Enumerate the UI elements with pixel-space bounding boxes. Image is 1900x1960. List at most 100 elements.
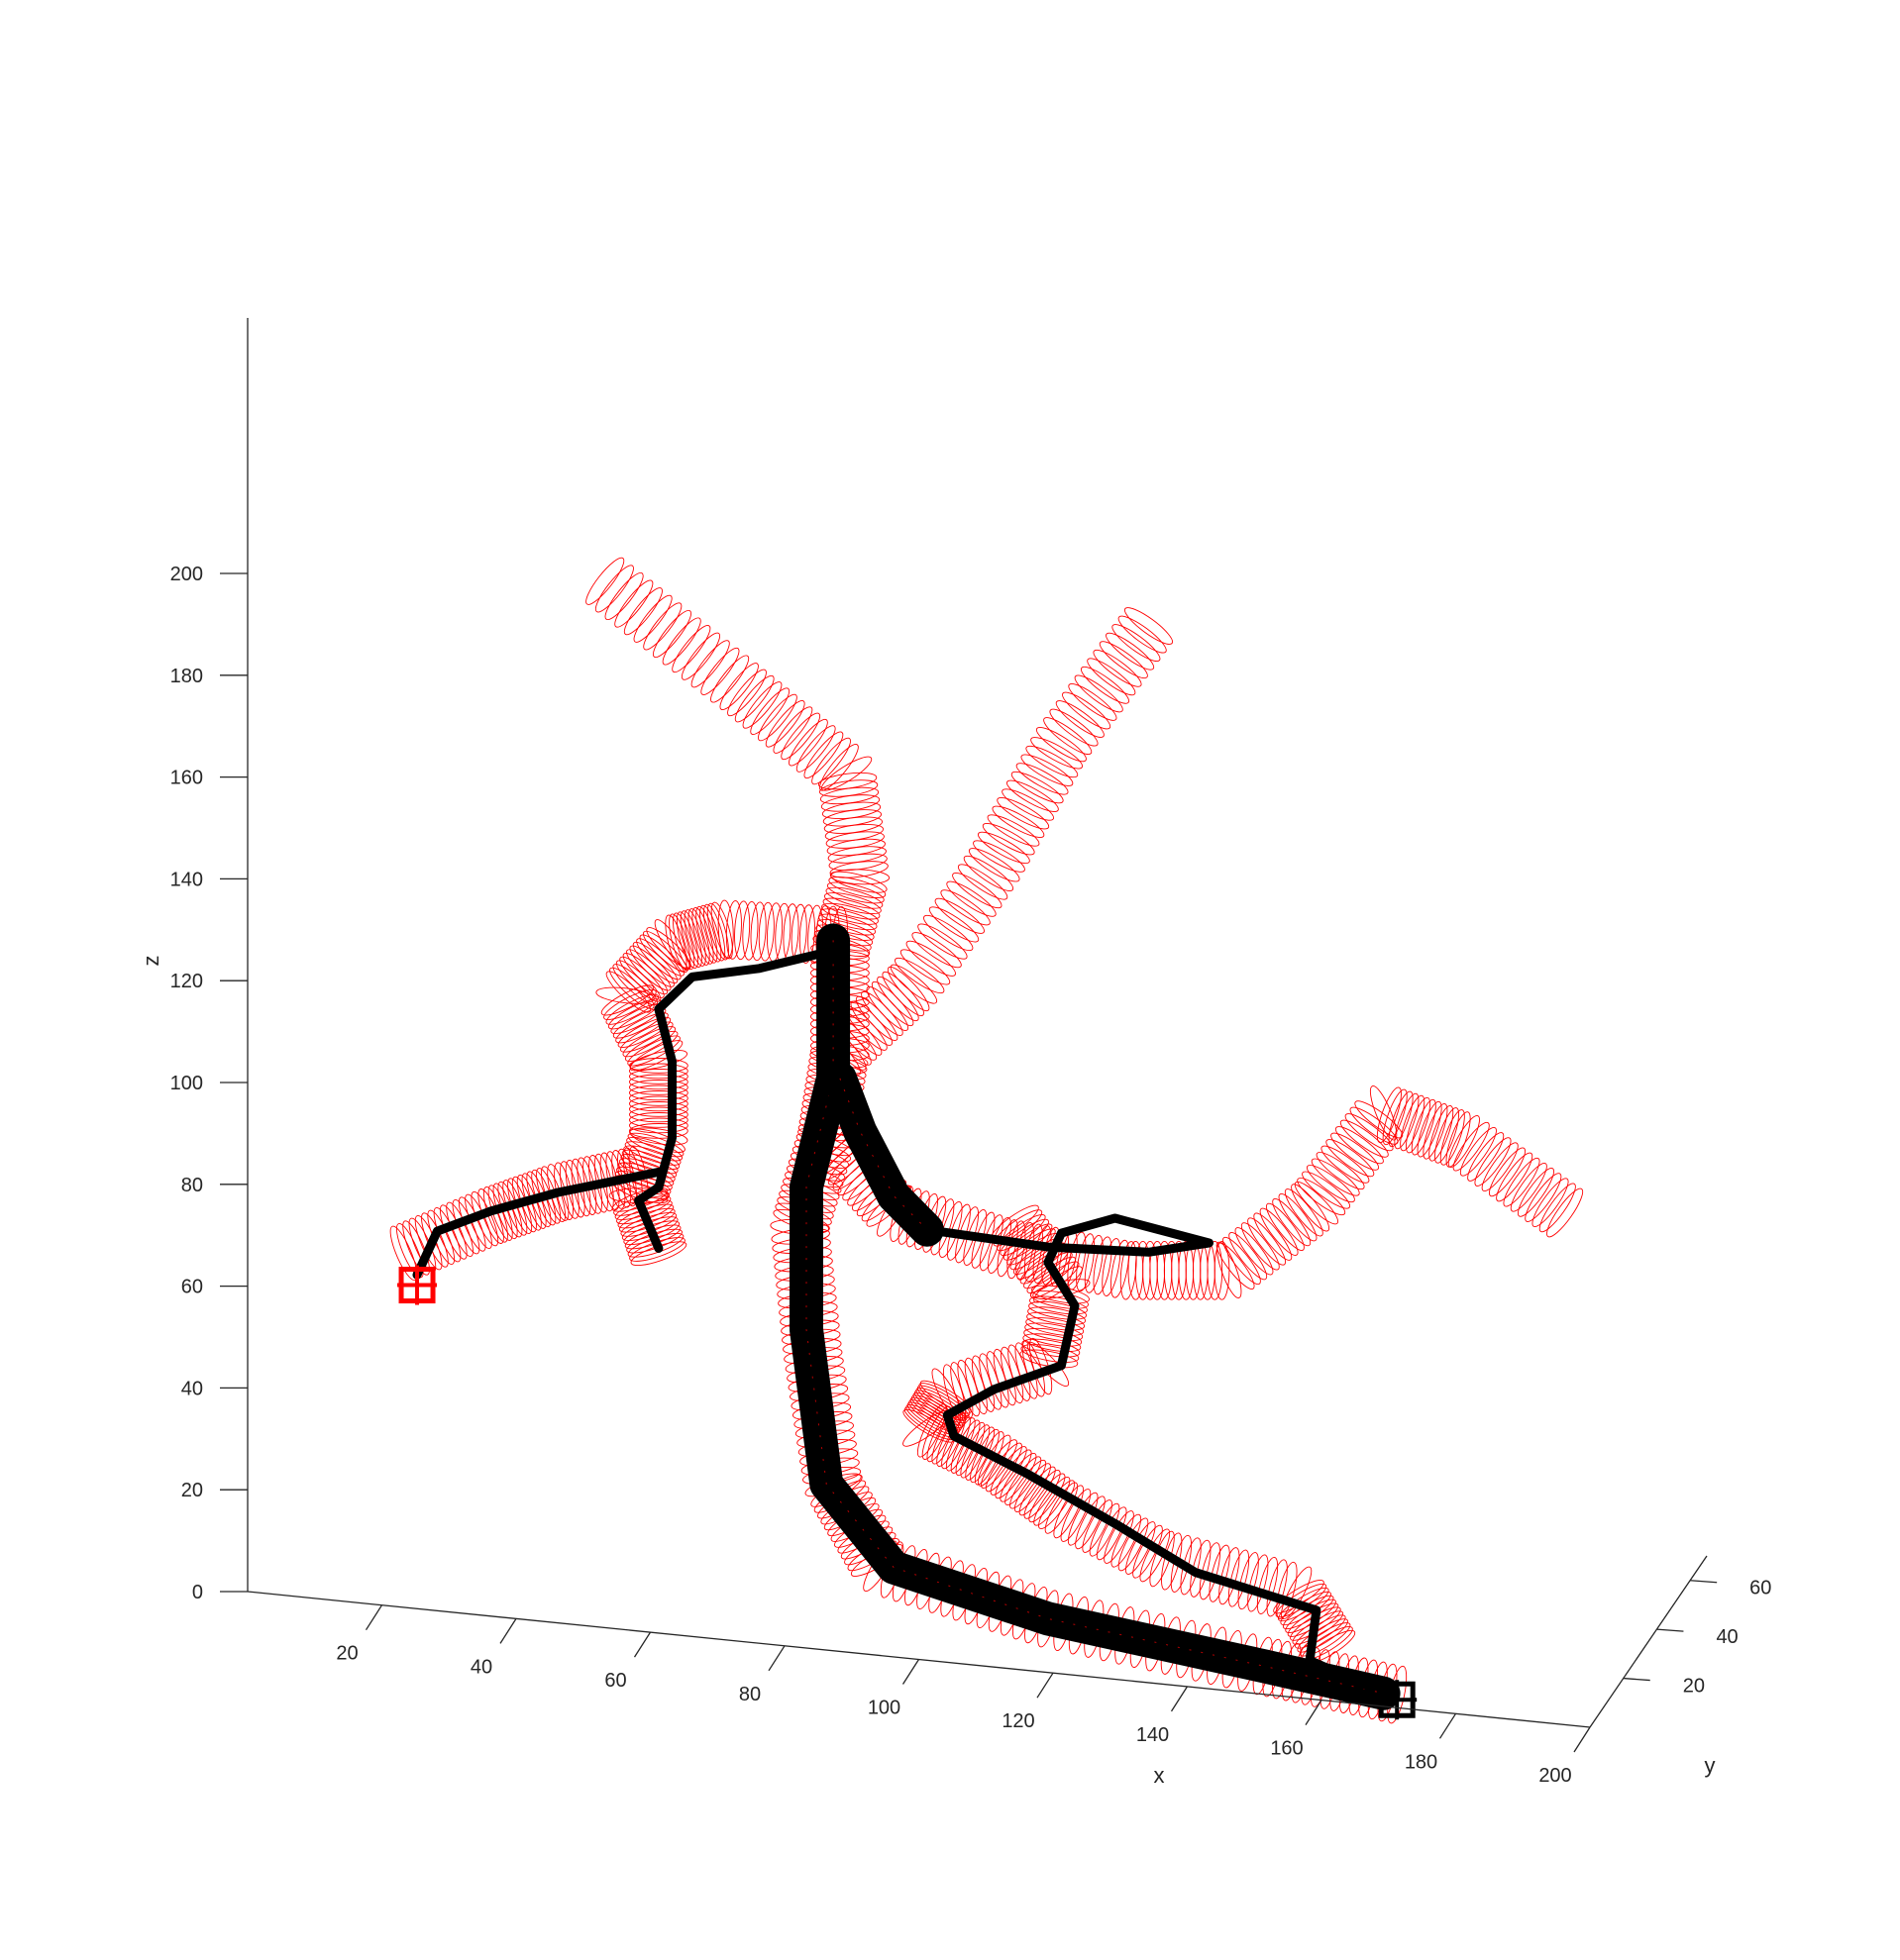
tube-ring: [1013, 1463, 1051, 1512]
tube-ring: [622, 1026, 677, 1058]
y-tick-mark: [1623, 1677, 1650, 1682]
tube-ring: [1256, 1556, 1279, 1615]
x-tick-mark: [365, 1604, 383, 1631]
tube-ring: [605, 993, 660, 1025]
tube-ring: [471, 1190, 499, 1247]
tube-ring: [934, 897, 985, 934]
tube-ring: [1276, 1561, 1298, 1619]
tube-ring: [1102, 1238, 1121, 1296]
tube-ring: [1022, 1333, 1082, 1353]
tube-ring: [604, 571, 644, 621]
tube-ring: [1434, 1107, 1459, 1164]
tube-ring: [621, 1149, 679, 1175]
tube-ring: [923, 914, 974, 952]
tube-ring: [665, 914, 687, 973]
tube-ring: [811, 737, 851, 785]
x-tick-mark: [901, 1659, 920, 1685]
tube-ring: [758, 693, 797, 742]
tube-ring: [1123, 607, 1174, 645]
z-tick-label: 60: [181, 1277, 203, 1298]
tube-ring: [997, 1219, 1018, 1278]
tube-ring: [627, 1035, 681, 1067]
tube-ring: [1489, 1147, 1526, 1197]
tube-ring: [887, 966, 930, 1012]
x-tick-mark: [499, 1618, 517, 1644]
vessel-tube: [585, 557, 1408, 1724]
tube-ring: [1028, 1300, 1088, 1320]
tube-ring: [673, 912, 695, 971]
tube-ring: [1496, 1152, 1533, 1202]
centerline-paths: [412, 923, 1401, 1710]
tube-ring: [1199, 1542, 1221, 1600]
tube-ring: [992, 805, 1045, 838]
tube-ring: [1027, 1306, 1087, 1326]
centerline-thick: [790, 923, 1401, 1710]
tube-ring: [1406, 1096, 1430, 1154]
tube-ring: [742, 900, 759, 961]
tube-ring: [681, 632, 721, 680]
tube-ring: [895, 957, 945, 994]
tube-ring: [973, 840, 1025, 873]
x-tick-label: 60: [604, 1670, 626, 1692]
tube-ring: [936, 1412, 966, 1467]
tube-ring: [433, 1207, 462, 1263]
y-tick-label: 40: [1716, 1626, 1738, 1648]
tube-ring: [615, 1012, 669, 1044]
tube-ring: [643, 602, 683, 651]
tube-ring: [1084, 1234, 1104, 1293]
tube-ring: [1228, 1232, 1268, 1281]
tube-ring: [1297, 1618, 1348, 1653]
tube-ring: [952, 873, 1003, 909]
tube-ring: [446, 1201, 474, 1257]
x-tick-mark: [1438, 1712, 1457, 1739]
tube-ring: [620, 1021, 674, 1053]
tube-ring: [603, 988, 657, 1021]
tube-ring: [1423, 1103, 1448, 1160]
tube-ring: [1215, 1241, 1255, 1290]
tube-ring: [727, 669, 767, 717]
tube-ring: [915, 1388, 968, 1421]
tube-ring: [629, 1128, 686, 1153]
tube-ring: [402, 1220, 430, 1276]
tube-ring: [1024, 1322, 1084, 1342]
tube-ring: [1503, 1157, 1540, 1207]
tube-ring: [1067, 1492, 1099, 1546]
tube-ring: [1278, 1193, 1318, 1242]
tube-ring: [1272, 1197, 1312, 1247]
tube-ring: [1227, 1549, 1250, 1607]
z-tick-label: 120: [170, 971, 203, 992]
tube-ring: [594, 565, 634, 613]
centerline-thin: [412, 1167, 664, 1280]
tube-ring: [1207, 1240, 1223, 1300]
tube-ring: [1038, 1480, 1076, 1530]
x-tick-label: 180: [1405, 1751, 1437, 1773]
tube-ring: [717, 899, 734, 960]
z-tick-label: 160: [170, 768, 203, 789]
tube-ring: [1240, 1222, 1280, 1271]
tube-ring: [1010, 771, 1064, 804]
tube-ring: [1417, 1100, 1442, 1158]
tube-ring: [750, 901, 767, 962]
tube-ring: [1030, 737, 1083, 770]
tube-ring: [1104, 1510, 1134, 1564]
tube-ring: [1330, 1132, 1380, 1171]
tube-ring: [1025, 1317, 1085, 1336]
tube-ring: [775, 902, 792, 963]
tube-ring: [734, 674, 775, 723]
tube-ring: [629, 1074, 688, 1090]
tube-ring: [1132, 1524, 1163, 1579]
tube-ring: [1247, 1554, 1269, 1612]
tube-ring: [600, 984, 655, 1016]
tube-ring: [1294, 1181, 1338, 1225]
tube-ring: [734, 900, 751, 961]
tube-ring: [919, 1380, 972, 1414]
tube-ring: [1344, 1113, 1394, 1152]
y-axis-label: y: [1705, 1753, 1716, 1778]
tube-ring: [773, 706, 813, 754]
tube-ring: [1306, 1165, 1355, 1203]
z-tick-label: 40: [181, 1378, 203, 1399]
tube-ring: [1023, 1327, 1083, 1347]
y-axis-line: [1589, 1555, 1708, 1728]
axes: 0 20 40 60 80 100 120 140 160 180 200 20 40 60 80 100 1…: [139, 318, 1771, 1788]
tube-ring: [389, 1225, 418, 1281]
